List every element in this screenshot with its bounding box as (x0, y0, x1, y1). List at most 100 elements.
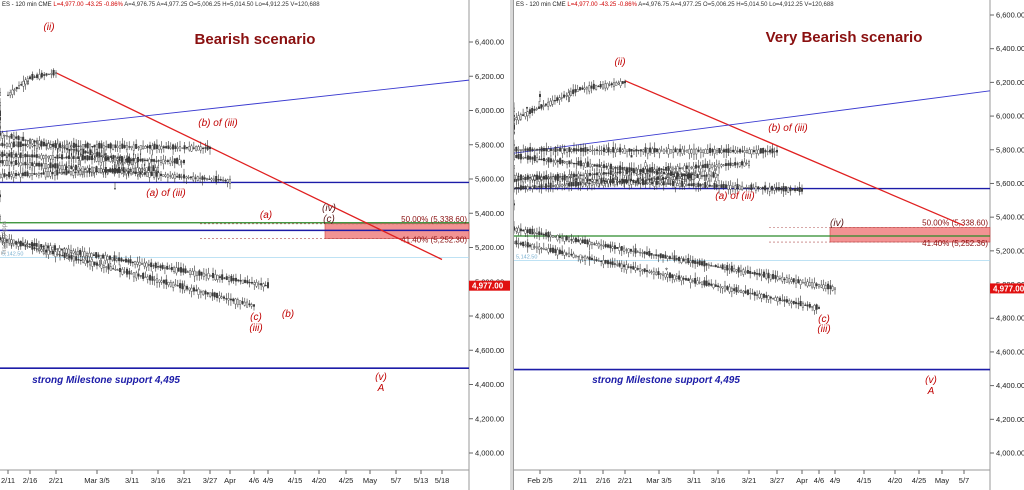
candlestick (538, 172, 541, 180)
candlestick (77, 140, 80, 147)
candle-body (189, 270, 192, 275)
candlestick (147, 259, 150, 271)
candle-body (715, 184, 718, 188)
candlestick (758, 268, 761, 278)
candle-body (588, 85, 591, 92)
candlestick (173, 158, 176, 169)
y-tick-label: 6,400.00 (996, 44, 1024, 53)
candle-body (673, 275, 676, 280)
candle-body (210, 178, 213, 181)
candle-body (193, 270, 196, 277)
candlestick (553, 94, 556, 105)
candlestick (574, 236, 577, 244)
candlestick (203, 174, 206, 182)
candlestick (652, 254, 655, 259)
candle-body (112, 144, 115, 150)
candlestick (729, 157, 732, 169)
candle-body (49, 144, 52, 148)
candle-body (614, 167, 617, 169)
candle-body (192, 147, 195, 149)
candle-body (596, 164, 599, 167)
candlestick (782, 182, 785, 197)
candle-body (600, 260, 603, 262)
candlestick (572, 142, 575, 154)
candlestick (143, 258, 146, 270)
candlestick (158, 144, 161, 153)
candlestick (586, 156, 589, 168)
candlestick (549, 98, 552, 107)
candlestick (662, 148, 665, 154)
candle-body (199, 146, 202, 151)
candle-body (630, 155, 633, 158)
candlestick (244, 277, 247, 284)
candle-body (657, 271, 660, 276)
candlestick (531, 156, 534, 165)
candlestick (774, 270, 777, 283)
candlestick (52, 141, 55, 153)
candle-body (618, 180, 621, 183)
candlestick (137, 268, 140, 280)
candlestick (820, 279, 823, 289)
candlestick (141, 158, 144, 164)
candle-body (829, 285, 832, 290)
chart-panel-bearish: 6,400.00 6,200.00 6,000.00 5,800.00 5,600.00… (0, 0, 510, 490)
candlestick (568, 175, 571, 188)
candlestick (549, 155, 552, 164)
candle-body (65, 144, 68, 149)
candle-body (217, 178, 220, 181)
candlestick (632, 245, 635, 257)
candle-body (727, 163, 730, 166)
candle-body (712, 172, 715, 178)
price-axis (990, 0, 1024, 490)
candlestick (673, 250, 676, 263)
candle-body (556, 235, 559, 241)
candle-body (514, 165, 516, 169)
candle-body (656, 176, 659, 180)
candlestick (79, 169, 82, 177)
candle-body (67, 171, 70, 174)
candlestick (790, 276, 793, 284)
candlestick (713, 180, 716, 190)
candlestick (691, 278, 694, 284)
candle-body (696, 280, 699, 285)
candle-body (590, 181, 593, 187)
candle-body (522, 149, 525, 151)
candle-body (607, 147, 610, 153)
candlestick (620, 260, 623, 273)
candlestick (566, 161, 569, 169)
candlestick (153, 275, 156, 286)
candlestick (76, 246, 79, 256)
candlestick (86, 256, 89, 268)
candle-body (40, 144, 43, 147)
candlestick (232, 297, 235, 304)
candlestick (514, 186, 516, 193)
candle-body (713, 182, 716, 189)
candle-body (616, 149, 619, 152)
candle-body (678, 257, 681, 262)
candle-body (563, 161, 566, 164)
candle-body (605, 172, 608, 175)
candlestick (607, 142, 610, 156)
candlestick (130, 145, 133, 151)
candlestick (514, 116, 516, 128)
candle-body (554, 248, 557, 253)
candlestick (5, 173, 8, 180)
candlestick (184, 265, 187, 274)
candle-body (51, 155, 54, 160)
candlestick (597, 257, 600, 262)
candle-body (181, 147, 184, 149)
candlestick (53, 243, 56, 252)
candle-body (769, 149, 772, 153)
candlestick (595, 84, 598, 91)
candle-body (79, 167, 82, 170)
candlestick (128, 268, 131, 280)
candlestick (109, 142, 112, 153)
candle-body (687, 173, 690, 179)
candlestick (193, 265, 196, 282)
candlestick (218, 291, 221, 303)
candlestick (250, 276, 253, 285)
candle-body (213, 292, 216, 298)
candlestick (519, 241, 522, 247)
candlestick (84, 166, 87, 171)
candlestick (607, 259, 610, 269)
